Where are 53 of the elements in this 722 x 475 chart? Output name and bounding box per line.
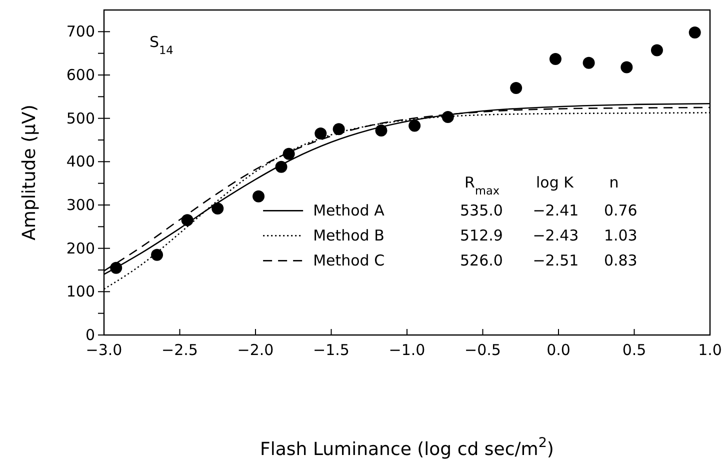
x-tick-label: 0.0 (546, 341, 570, 359)
y-tick-label: 600 (66, 66, 95, 84)
y-tick-label: 0 (85, 326, 95, 344)
point (110, 262, 122, 274)
y-tick-label: 500 (66, 109, 95, 128)
point (549, 52, 562, 65)
annotation: 512.9 (460, 226, 503, 245)
y-tick-label: 100 (66, 282, 95, 301)
legend-label: Method B (313, 226, 384, 245)
annotation: S$_{14}$ (149, 32, 174, 56)
x-tick-label: 1.0 (698, 341, 722, 359)
annotation: −2.41 (532, 202, 579, 220)
y-tick-label: 400 (66, 152, 95, 171)
x-axis-title: Flash Luminance (log cd sec/m$^{2}$) (260, 435, 554, 460)
point (650, 44, 663, 56)
x-tick-label: −1.0 (388, 341, 426, 359)
legend-label: Method C (313, 252, 385, 270)
point (688, 26, 701, 39)
y-tick-label: 700 (66, 22, 95, 41)
annotation: 535.0 (460, 202, 503, 220)
annotation: 526.0 (460, 252, 503, 270)
point (282, 148, 295, 160)
y-tick-label: 200 (66, 239, 95, 258)
annotation: −2.43 (532, 226, 579, 245)
y-tick-label: 300 (66, 196, 95, 214)
x-tick-label: −2.5 (162, 341, 198, 359)
x-tick-label: 0.5 (622, 341, 646, 359)
point (275, 160, 288, 173)
point (408, 120, 421, 132)
point (620, 61, 633, 74)
point (332, 123, 345, 136)
annotation: log K (536, 174, 575, 192)
point (314, 128, 327, 140)
annotation: 1.03 (604, 226, 638, 245)
point (582, 56, 595, 69)
annotation: −2.51 (532, 252, 579, 270)
point (442, 111, 454, 124)
annotation: R$_{max}$ (464, 174, 500, 198)
point (181, 214, 194, 226)
annotation: n (609, 174, 619, 192)
point (252, 190, 265, 202)
x-tick-label: −1.5 (313, 341, 350, 359)
annotation: 0.76 (604, 202, 638, 220)
x-tick-label: −0.5 (464, 341, 501, 359)
point (375, 124, 388, 136)
annotation: 0.83 (604, 252, 638, 270)
y-axis-title: Amplitude (μV) (19, 104, 40, 240)
x-tick-label: −2.0 (237, 341, 274, 359)
legend-label: Method A (313, 202, 386, 220)
point (212, 202, 224, 214)
point (510, 82, 522, 94)
point (151, 248, 164, 261)
x-tick-label: −3.0 (86, 341, 122, 359)
